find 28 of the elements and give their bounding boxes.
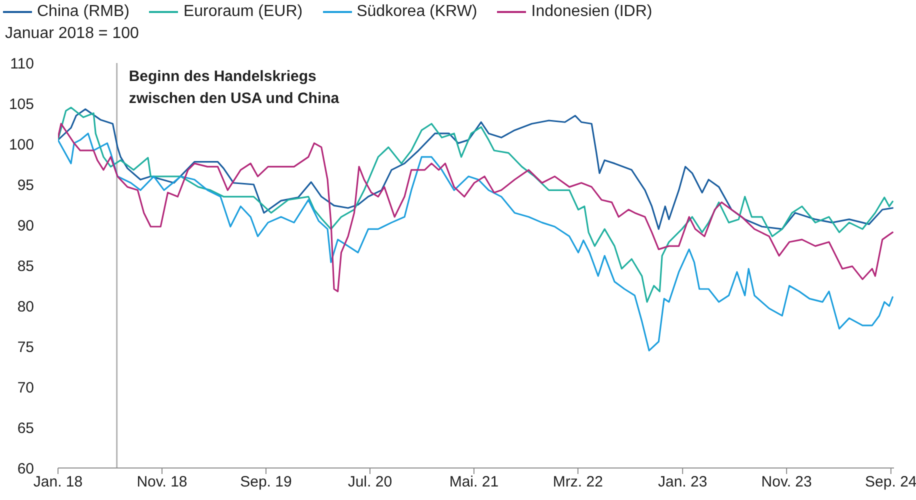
y-tick-label: 70 xyxy=(17,379,34,396)
legend-label: China (RMB) xyxy=(37,3,130,21)
x-tick-label: Jul. 20 xyxy=(348,474,392,491)
y-tick-label: 100 xyxy=(8,136,34,154)
y-tick-label: 60 xyxy=(17,460,34,478)
y-tick-label: 90 xyxy=(17,217,34,234)
ref-line-label: Beginn des Handelskriegs zwischen den USA und China xyxy=(128,68,340,107)
y-tick-label: 85 xyxy=(17,258,34,275)
y-tick-label: 110 xyxy=(10,55,34,72)
x-tick-label: Nov. 18 xyxy=(136,474,188,491)
legend-label: Südkorea (KRW) xyxy=(356,3,478,21)
x-tick-label: Sep. 24 xyxy=(865,474,916,491)
x-tick-label: Mrz. 22 xyxy=(552,474,603,491)
x-tick-label: Sep. 19 xyxy=(240,474,292,491)
x-tick-label: Mai. 21 xyxy=(449,474,499,491)
x-tick-label: Nov. 23 xyxy=(761,474,812,491)
y-tick-label: 105 xyxy=(8,96,34,113)
y-axis-title: Januar 2018 = 100 xyxy=(5,25,139,43)
x-tick-label: Jan. 18 xyxy=(33,474,83,491)
line-series xyxy=(58,132,894,352)
y-tick-label: 65 xyxy=(17,420,34,437)
legend-label: Euroraum (EUR) xyxy=(183,3,303,21)
legend-label: Indonesien (IDR) xyxy=(531,3,652,21)
line-series xyxy=(58,108,894,230)
y-tick-label: 95 xyxy=(17,176,34,194)
y-tick-label: 75 xyxy=(17,338,34,356)
x-tick-label: Jan. 23 xyxy=(658,474,708,491)
y-tick-label: 80 xyxy=(17,298,34,316)
